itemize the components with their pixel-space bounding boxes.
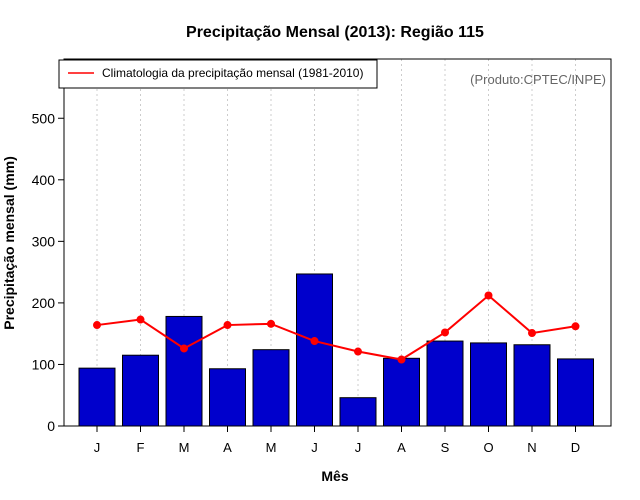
x-tick-label: M (179, 440, 190, 455)
y-tick-label: 100 (32, 356, 56, 372)
series-line (96, 294, 576, 361)
bar (426, 340, 464, 427)
series-point (180, 344, 188, 353)
series-point (93, 321, 101, 330)
series-point (528, 329, 536, 338)
bar (78, 367, 116, 427)
y-tick-label: 500 (32, 110, 56, 126)
x-tick-label: A (223, 440, 232, 455)
bar (122, 354, 159, 427)
legend: Climatologia da precipitação mensal (198… (58, 59, 378, 89)
y-tick-label: 0 (47, 418, 55, 434)
series-point (571, 322, 580, 331)
y-tick-label: 400 (32, 172, 56, 188)
x-tick-label: J (355, 440, 362, 455)
series-point (441, 328, 449, 337)
x-tick-label: M (266, 440, 277, 455)
bar (296, 273, 333, 427)
series-point (484, 291, 493, 300)
product-credit: (Produto:CPTEC/INPE) (470, 72, 606, 87)
x-axis-label: Mês (321, 468, 348, 484)
x-tick-label: O (483, 440, 493, 455)
bar (339, 397, 377, 427)
series-point (223, 321, 232, 330)
y-axis-label: Precipitação mensal (mm) (1, 156, 17, 330)
x-tick-label: F (137, 440, 145, 455)
y-tick-label: 300 (32, 233, 56, 249)
x-tick-label: D (571, 440, 580, 455)
y-tick-label: 200 (32, 295, 56, 311)
y-axis: 0 100 200 300 400 500 (32, 110, 64, 434)
legend-entry-climatology: Climatologia da precipitação mensal (198… (102, 66, 363, 80)
x-tick-label: J (94, 440, 101, 455)
plot-frame (63, 58, 612, 427)
legend-box (58, 59, 378, 89)
climatology-series (93, 291, 580, 364)
bar (165, 315, 203, 427)
chart-title: Precipitação Mensal (2013): Região 115 (186, 24, 484, 41)
bar (513, 344, 551, 427)
x-tick-label: J (311, 440, 318, 455)
x-tick-label: A (397, 440, 406, 455)
bar (470, 342, 507, 427)
bar (209, 368, 246, 427)
series-point (267, 319, 275, 328)
x-tick-label: N (527, 440, 536, 455)
series-point (354, 347, 362, 356)
x-tick-label: S (441, 440, 450, 455)
bar (383, 357, 420, 427)
bar (252, 349, 290, 427)
series-point (310, 337, 319, 346)
series-point (136, 315, 145, 324)
series-point (397, 355, 406, 364)
bar (557, 358, 594, 427)
bar-series (78, 273, 594, 427)
